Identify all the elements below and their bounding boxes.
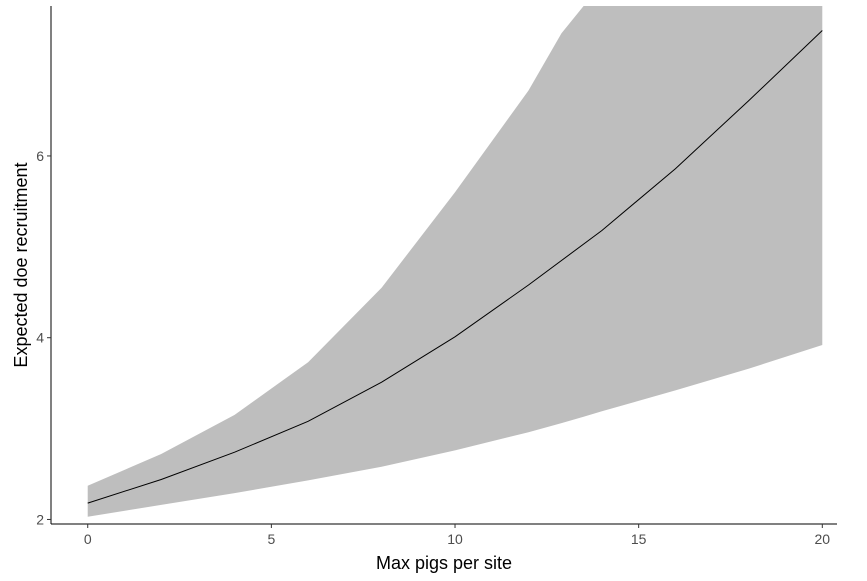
- x-tick-label: 15: [631, 531, 647, 547]
- x-tick-label: 10: [447, 531, 463, 547]
- y-tick-label: 4: [36, 330, 44, 346]
- x-tick-label: 5: [267, 531, 275, 547]
- x-axis-title: Max pigs per site: [376, 553, 512, 573]
- confidence-ribbon: [87, 6, 823, 517]
- y-tick-label: 6: [36, 148, 44, 164]
- y-axis-ticks: 2 4 6: [36, 148, 51, 527]
- x-tick-label: 20: [815, 531, 831, 547]
- x-axis-ticks: 0 5 10 15 20: [84, 524, 830, 547]
- plot-area: [87, 6, 823, 517]
- x-tick-label: 0: [84, 531, 92, 547]
- y-axis-title: Expected doe recruitment: [11, 162, 31, 367]
- y-tick-label: 2: [36, 511, 44, 527]
- series-line: [87, 30, 823, 504]
